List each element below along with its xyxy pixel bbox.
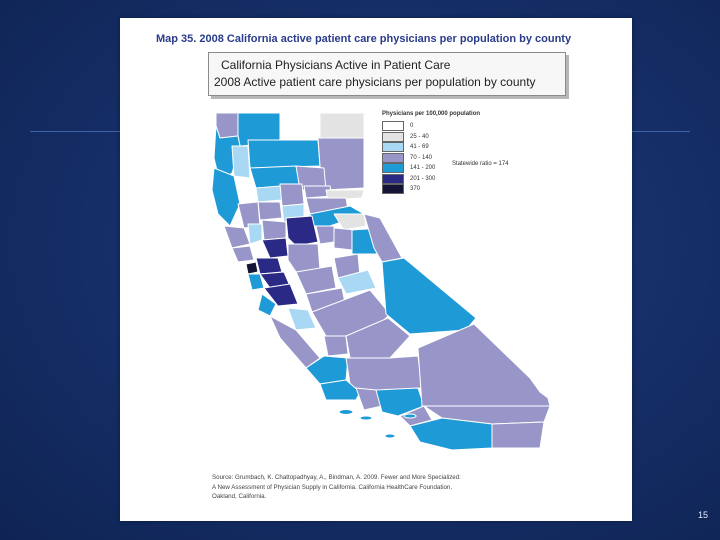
source-line: A New Assessment of Physician Supply in …	[212, 483, 453, 491]
county-stanislaus	[295, 265, 337, 295]
legend-label: 70 - 140	[410, 154, 433, 161]
map-title: California Physicians Active in Patient …	[221, 58, 451, 72]
map-title-box: California Physicians Active in Patient …	[208, 52, 566, 96]
county-contra-costa	[255, 257, 283, 275]
legend-item: 370	[382, 184, 480, 195]
legend-swatch	[382, 184, 404, 195]
county-san-diego	[409, 417, 493, 451]
map-subtitle: 2008 Active patient care physicians per …	[214, 75, 536, 89]
legend-item: 201 - 300	[382, 173, 480, 185]
county-sacramento	[285, 215, 319, 247]
county-napa	[247, 223, 263, 245]
county-shasta	[247, 139, 321, 169]
island-3	[384, 433, 396, 439]
source-line: Oakland, California.	[212, 493, 267, 500]
county-yolo	[261, 219, 287, 241]
county-san-benito	[287, 307, 317, 331]
legend-label: 41 - 69	[410, 144, 429, 151]
legend-swatch	[382, 142, 404, 153]
county-modoc	[319, 112, 365, 139]
source-citation: Source: Grumbach, K. Chattopadhyay, A., …	[212, 473, 542, 502]
county-solano	[261, 237, 289, 259]
map-caption: Map 35. 2008 California active patient c…	[156, 33, 572, 45]
county-santa-barbara	[319, 379, 361, 401]
statewide-ratio: Statewide ratio = 174	[452, 161, 509, 167]
california-county-map	[211, 112, 551, 451]
legend-item: 25 - 40	[382, 131, 480, 143]
legend-item: 70 - 140	[382, 152, 480, 164]
county-inyo	[381, 257, 477, 335]
legend-label: 201 - 300	[410, 175, 436, 182]
county-madera	[337, 269, 377, 295]
county-san-joaquin	[287, 243, 321, 273]
county-amador	[315, 225, 335, 245]
legend-item: 141 - 200	[382, 163, 480, 174]
legend-label: 141 - 200	[410, 165, 436, 172]
legend-swatch	[382, 152, 404, 163]
county-santa-clara	[263, 283, 299, 307]
island-2	[359, 415, 373, 421]
island-1	[338, 409, 354, 415]
legend-swatch	[382, 173, 404, 184]
county-sf	[245, 261, 259, 275]
county-colusa	[257, 201, 283, 221]
legend-swatch	[382, 131, 404, 142]
county-butte	[279, 183, 305, 207]
county-glenn	[255, 185, 283, 203]
county-mendocino	[211, 167, 241, 227]
county-lassen	[317, 137, 365, 191]
county-imperial	[491, 421, 545, 449]
county-trinity	[231, 145, 251, 179]
map-legend: Physicians per 100,000 population 0 25 -…	[382, 111, 480, 195]
county-slo	[305, 355, 349, 385]
legend-swatch	[382, 121, 404, 132]
legend-label: 25 - 40	[410, 133, 429, 140]
legend-label: 0	[410, 123, 414, 130]
source-line: Source: Grumbach, K. Chattopadhyay, A., …	[212, 474, 461, 481]
legend-swatch	[382, 163, 404, 174]
county-del-norte	[215, 112, 239, 139]
legend-item: 0	[382, 121, 480, 132]
county-marin	[231, 245, 255, 263]
county-tulare	[345, 317, 411, 359]
county-sonoma	[223, 225, 251, 249]
slide-number: 15	[697, 510, 708, 520]
county-san-bernardino	[417, 323, 551, 407]
county-alpine	[333, 213, 367, 231]
county-kern	[345, 355, 423, 393]
map-figure: Map 35. 2008 California active patient c…	[120, 18, 632, 521]
island-4	[403, 413, 417, 419]
county-kings	[323, 335, 349, 357]
legend-item: 41 - 69	[382, 142, 480, 153]
legend-title: Physicians per 100,000 population	[382, 111, 481, 117]
legend-label: 370	[410, 186, 421, 193]
